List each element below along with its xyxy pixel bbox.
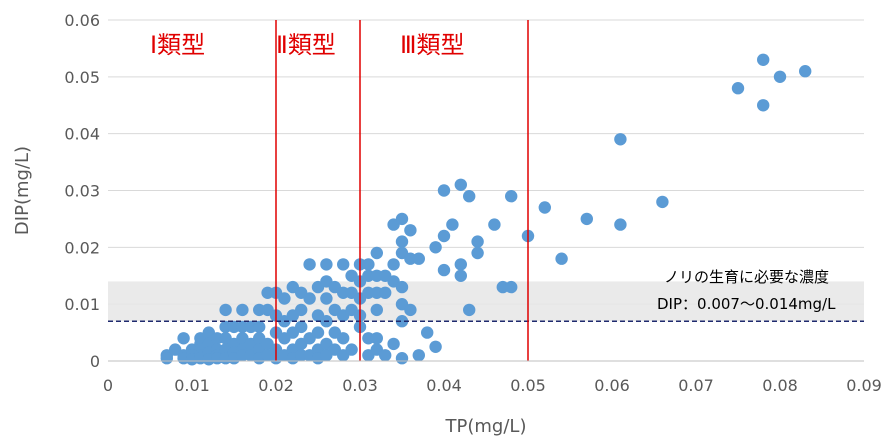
data-point [614,133,627,146]
optimal-range-band [108,281,864,322]
data-point [370,246,383,260]
data-point [656,195,669,209]
data-point [337,332,350,345]
x-tick-label: 0.01 [174,376,210,395]
data-point [295,303,308,317]
data-point [236,303,249,317]
type-label: Ⅱ類型 [276,31,336,59]
data-point [538,201,551,214]
x-tick-label: 0.05 [510,376,546,395]
band-label-title: ノリの生育に必要な濃度 [664,268,829,286]
data-point [278,292,291,305]
data-point [799,65,812,78]
x-tick-label: 0 [103,376,113,395]
data-point [303,292,316,305]
data-point [303,258,316,271]
x-tick-labels: 0 0.01 0.02 0.03 0.04 0.05 0.06 0.07 0.08 0.09 [103,376,882,395]
data-point [295,320,308,334]
data-point [757,53,770,66]
data-point [177,332,190,345]
band-label-range: DIP：0.007～0.014mg/L [657,295,836,313]
data-point [421,326,434,339]
data-point [614,218,627,231]
data-point [471,246,484,260]
y-tick-label: 0.05 [64,68,100,87]
data-points [160,53,812,366]
x-tick-label: 0.06 [594,376,630,395]
y-tick-label: 0.01 [64,295,100,314]
data-point [253,320,266,334]
data-point [429,340,442,353]
data-point [395,212,409,226]
data-point [404,224,417,237]
y-tick-label: 0 [90,352,100,371]
type-label: Ⅰ類型 [150,31,205,59]
data-point [463,190,476,203]
data-point [379,286,392,299]
data-point [387,337,400,351]
data-point [412,349,425,362]
data-point [337,258,350,271]
data-point [395,315,409,328]
data-point [320,292,333,305]
data-point [471,235,484,248]
type-label: Ⅲ類型 [400,31,465,59]
x-tick-label: 0.07 [678,376,714,395]
y-tick-labels: 0 0.01 0.02 0.03 0.04 0.05 0.06 [64,11,100,371]
data-point [437,184,451,197]
data-point [387,258,400,271]
data-point [362,258,375,271]
x-tick-label: 0.04 [426,376,462,395]
data-point [454,258,467,271]
data-point [311,326,325,339]
data-point [454,269,467,282]
data-point [395,280,409,294]
data-point [320,258,333,271]
data-point [404,303,417,317]
data-point [345,343,358,356]
y-tick-label: 0.02 [64,238,100,257]
y-tick-label: 0.04 [64,125,100,144]
x-tick-label: 0.02 [258,376,294,395]
y-tick-label: 0.03 [64,182,100,201]
data-point [555,252,568,265]
x-tick-label: 0.03 [342,376,378,395]
data-point [505,280,518,294]
data-point [731,82,745,95]
data-point [580,212,593,226]
data-point [488,218,501,231]
data-point [773,70,787,84]
y-tick-label: 0.06 [64,11,100,30]
y-axis-title: DIP(mg/L) [12,146,33,235]
data-point [446,218,459,231]
data-point [757,99,770,112]
data-point [395,352,409,365]
data-point [370,332,383,345]
data-point [219,303,232,317]
gridlines [108,19,864,305]
data-point [437,229,451,243]
data-point [437,263,451,277]
data-point [395,235,409,248]
x-tick-label: 0.09 [846,376,882,395]
x-tick-label: 0.08 [762,376,798,395]
data-point [463,303,476,317]
data-point [454,178,467,191]
data-point [370,303,383,317]
x-axis-title: TP(mg/L) [445,416,527,437]
type-boundary-lines: Ⅰ類型 Ⅱ類型 Ⅲ類型 [150,20,529,361]
data-point [412,252,425,265]
data-point [505,190,518,203]
data-point [429,241,442,254]
data-point [379,349,392,362]
